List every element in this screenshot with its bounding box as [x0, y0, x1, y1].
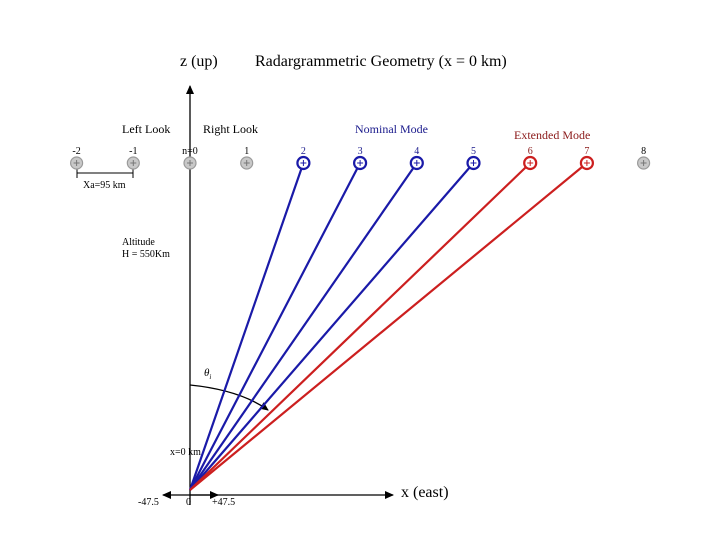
ground-tick-left: -47.5	[138, 497, 159, 508]
look-line-3	[189, 162, 362, 491]
satellite-3: 3	[353, 146, 368, 171]
look-line-7	[189, 162, 588, 491]
satellite--2: -2	[69, 146, 84, 170]
ground-x-label: x=0 km	[170, 447, 201, 458]
altitude-label-line1: Altitude	[122, 237, 155, 248]
incidence-angle-label: θi	[204, 367, 211, 381]
spacing-label: Xa=95 km	[83, 180, 126, 191]
x-axis-label: x (east)	[401, 484, 449, 501]
z-axis-label: z (up)	[180, 53, 218, 70]
satellite-label-4: 4	[414, 146, 419, 157]
satellite-8: 8	[636, 146, 651, 170]
satellite-label-7: 7	[584, 146, 589, 157]
satellite-label-5: 5	[471, 146, 476, 157]
satellite-6: 6	[523, 146, 538, 171]
look-line-5	[189, 162, 475, 491]
satellite-5: 5	[466, 146, 481, 171]
look-line-6	[189, 162, 531, 491]
look-line-4	[189, 162, 418, 491]
ground-tick-right: +47.5	[212, 497, 235, 508]
diagram-title: Radargrammetric Geometry (x = 0 km)	[255, 53, 507, 70]
satellite-label-1: 1	[244, 146, 249, 157]
satellite-label-3: 3	[358, 146, 363, 157]
incidence-angle-arc	[189, 384, 269, 411]
satellite-2: 2	[296, 146, 311, 171]
satellite-label-6: 6	[528, 146, 533, 157]
extended-mode-label: Extended Mode	[514, 128, 590, 142]
satellite-4: 4	[409, 146, 424, 171]
satellite-positions: -2 -1 n=0 1 2 3 4 5 6 7 8	[69, 146, 651, 171]
satellite-1: 1	[240, 146, 254, 170]
satellite--1: -1	[126, 146, 140, 170]
look-line-2	[188, 162, 305, 491]
altitude-label-line2: H = 550Km	[122, 249, 170, 260]
right-look-label: Right Look	[203, 122, 258, 136]
satellite-label-2: 2	[301, 146, 306, 157]
ground-tick-center: 0	[186, 497, 191, 508]
nominal-mode-label: Nominal Mode	[355, 122, 428, 136]
satellite-label--1: -1	[129, 146, 137, 157]
satellite-label-8: 8	[641, 146, 646, 157]
satellite-label--2: -2	[72, 146, 80, 157]
look-lines	[188, 162, 588, 491]
left-look-label: Left Look	[122, 122, 170, 136]
satellite-7: 7	[579, 146, 595, 171]
satellite-0: n=0	[182, 146, 198, 170]
satellite-label-0: n=0	[182, 146, 198, 157]
